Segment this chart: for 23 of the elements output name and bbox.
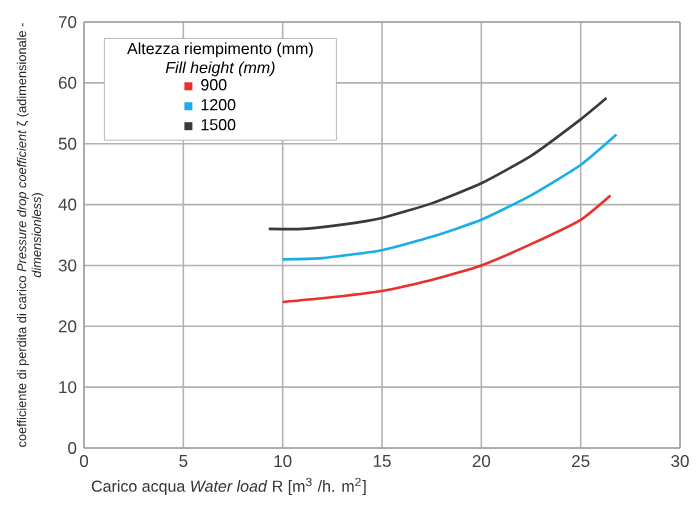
y-tick-label: 70 bbox=[58, 16, 77, 29]
y-tick-label: 40 bbox=[58, 198, 77, 211]
y-tick-label: 0 bbox=[68, 441, 77, 455]
y-tick-label: 30 bbox=[58, 259, 77, 272]
y-tick-label: 20 bbox=[58, 320, 77, 333]
line-series bbox=[267, 96, 608, 231]
x-tick-label: 20 bbox=[472, 455, 491, 468]
y-tick-label: 10 bbox=[59, 381, 77, 394]
legend-title: Altezza riempimento (mm) Fill height (mm) bbox=[127, 42, 313, 77]
y-tick-label: 50 bbox=[58, 137, 77, 150]
legend-label: 1200 bbox=[201, 99, 236, 111]
line-series bbox=[281, 133, 618, 261]
y-tick-label: 60 bbox=[58, 76, 77, 89]
line-series bbox=[281, 194, 612, 304]
x-tick-label: 30 bbox=[671, 455, 689, 468]
x-tick-label: 5 bbox=[179, 455, 188, 467]
x-tick-label: 25 bbox=[572, 455, 590, 468]
x-tick-label: 0 bbox=[79, 455, 89, 468]
x-tick-label: 10 bbox=[274, 455, 292, 468]
x-axis-title: Carico acqua Water load R [m$^{3}$ /h. m$^{2}$] bbox=[91, 477, 366, 496]
x-tick-label: 15 bbox=[373, 455, 391, 467]
legend-label: 900 bbox=[201, 79, 227, 91]
legend-label: 1500 bbox=[201, 119, 236, 131]
